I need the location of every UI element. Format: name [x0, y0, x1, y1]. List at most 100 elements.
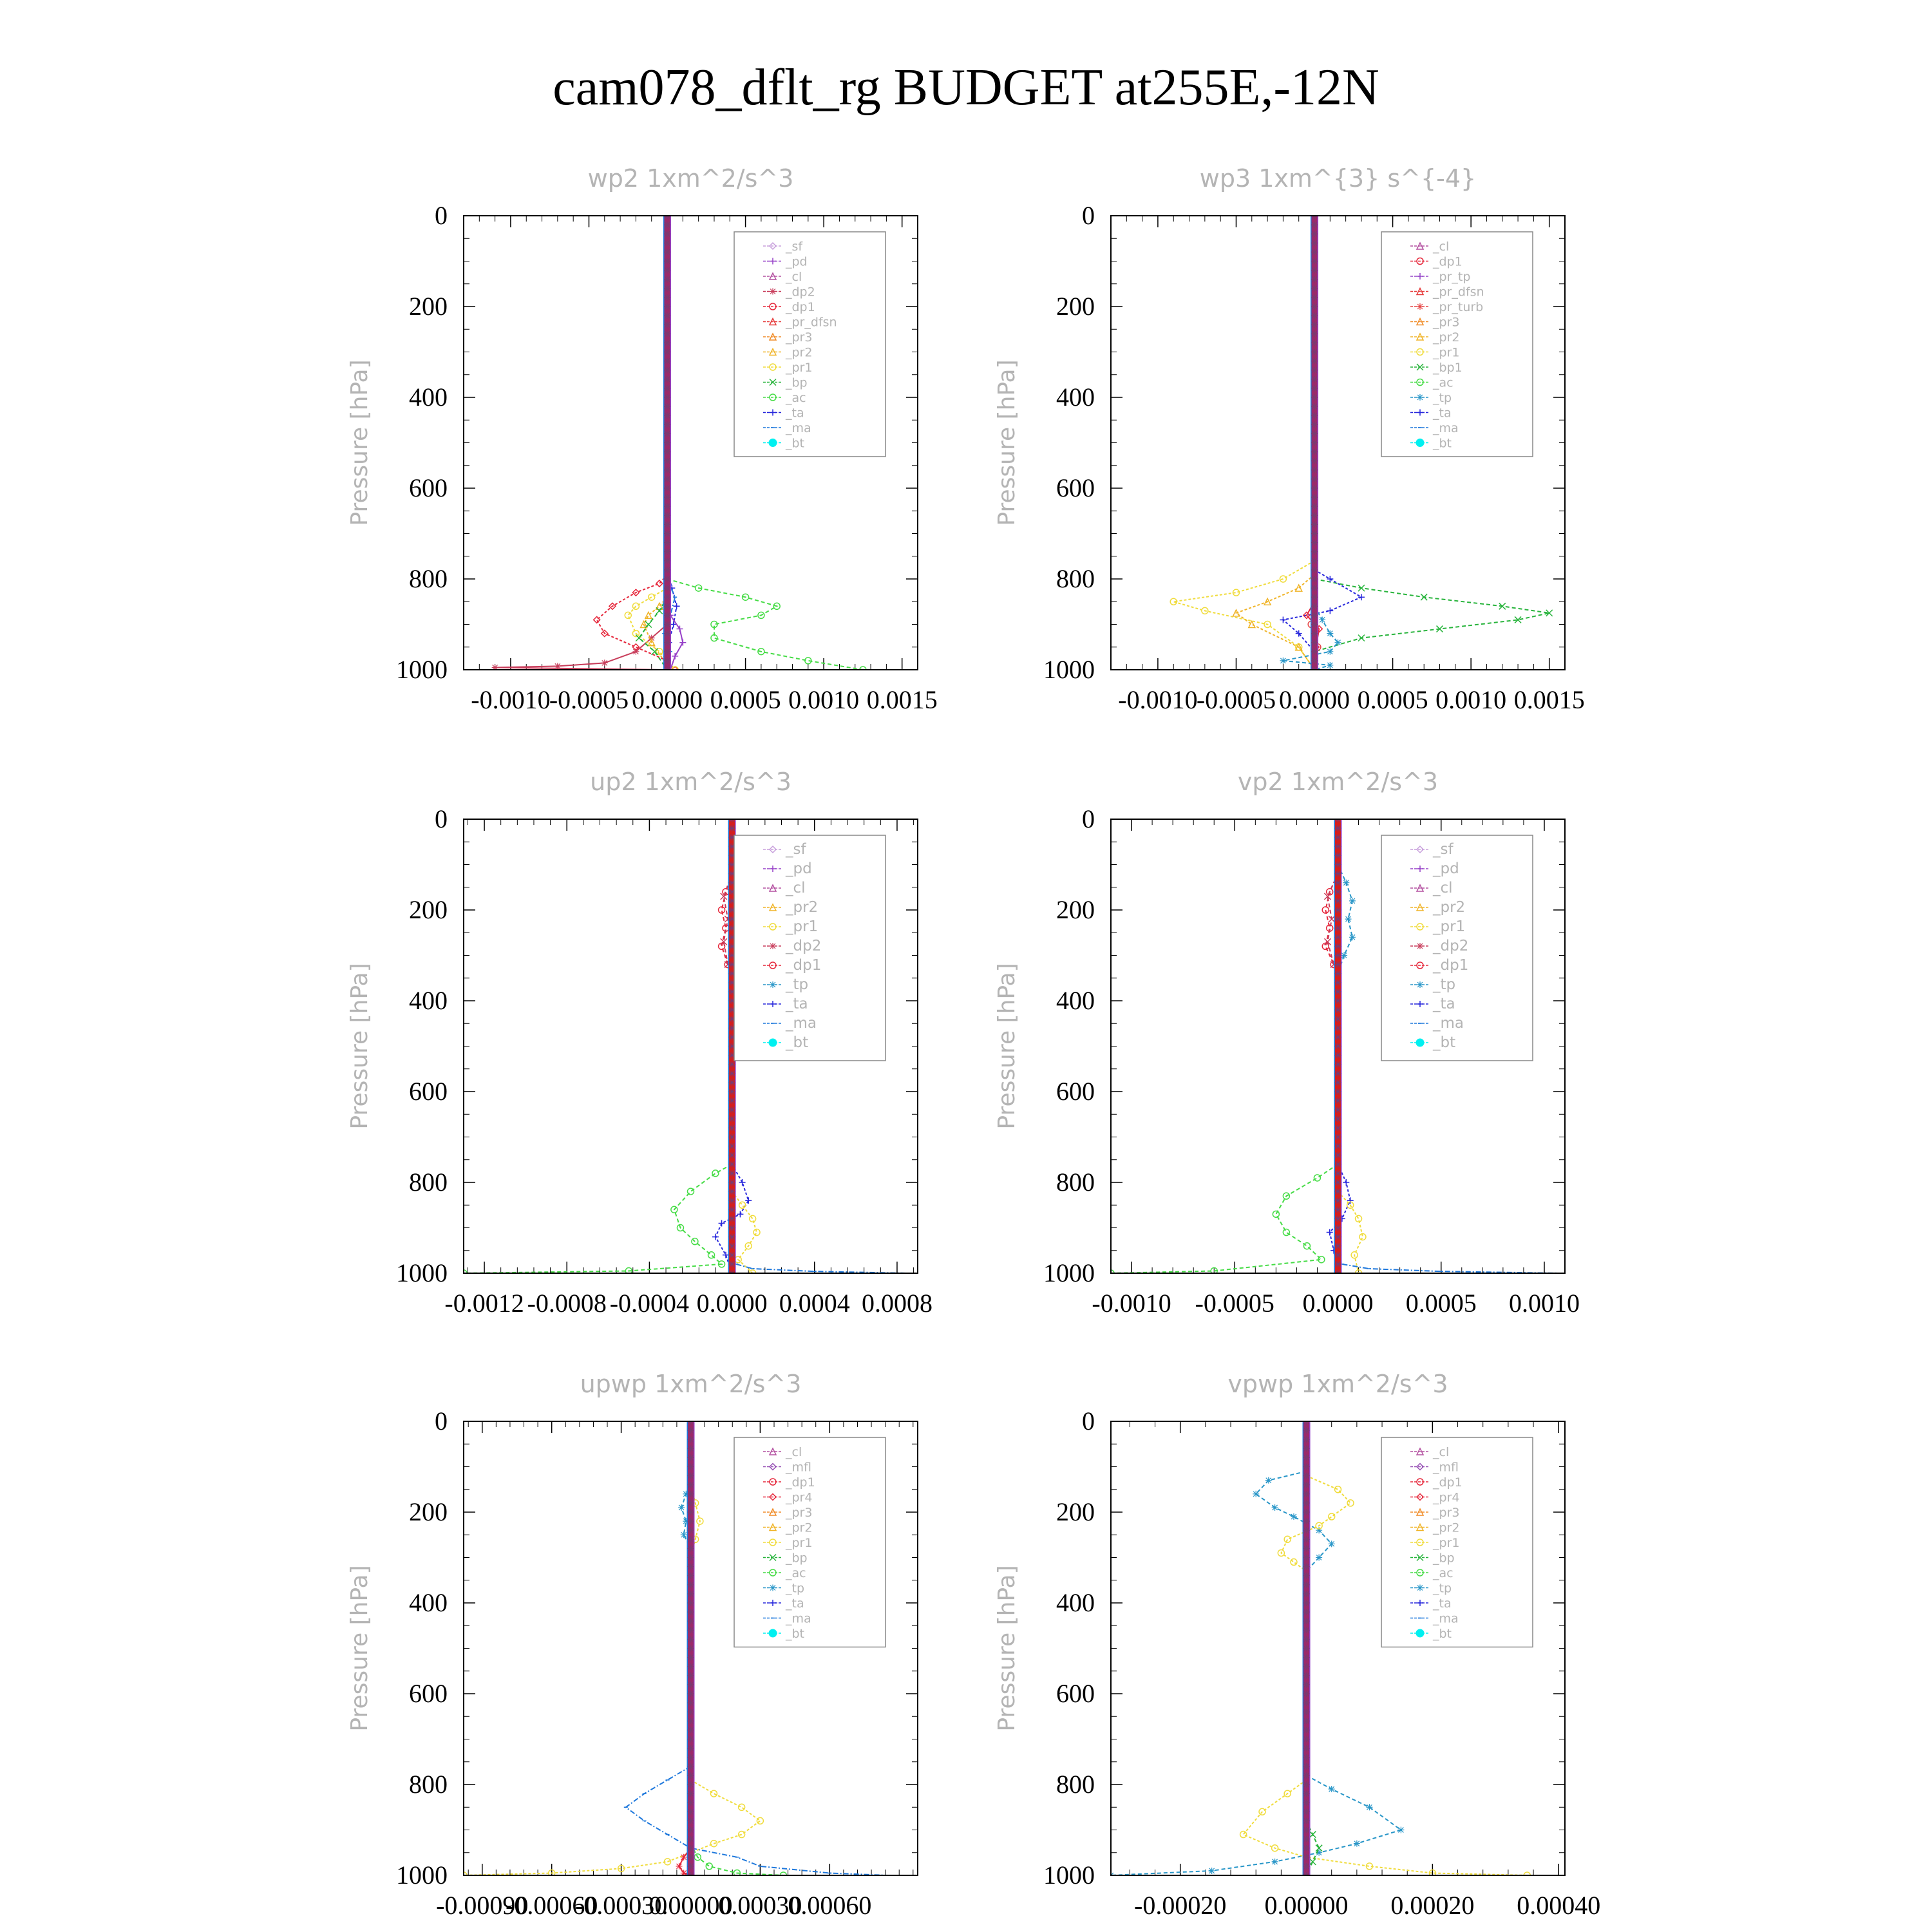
series-point	[717, 906, 726, 914]
series-point	[1232, 609, 1240, 617]
series-point	[1280, 616, 1287, 623]
legend-marker	[1416, 1522, 1425, 1531]
zero-stack-marker	[728, 907, 735, 913]
legend-box	[1381, 1437, 1533, 1648]
zero-stack-marker	[1334, 907, 1341, 913]
series-line-tp	[1255, 1470, 1333, 1572]
y-tick-label: 1000	[1043, 1258, 1095, 1287]
legend-label: _dp1	[1432, 1475, 1463, 1490]
ticks: 0 200 400 600 800 1000-0.0012 -0.0008 -0.0004 0.…	[396, 804, 933, 1318]
legend-marker	[1417, 273, 1423, 279]
zero-stack-marker	[664, 222, 671, 229]
x-tick-label: 0.0010	[788, 685, 859, 714]
series-point	[748, 1269, 757, 1273]
zero-stack-marker	[728, 852, 735, 859]
zero-stack-marker	[664, 521, 671, 528]
zero-stack-marker	[1334, 1016, 1341, 1023]
zero-stack-marker	[1311, 521, 1318, 528]
legend-label: _pr1	[1432, 346, 1459, 360]
zero-stack-marker	[728, 1151, 735, 1159]
x-tick-label: 0.00030	[718, 1891, 802, 1920]
zero-stack-marker	[664, 494, 671, 501]
series-point	[1272, 1210, 1280, 1218]
zero-stack-marker	[1334, 870, 1341, 877]
series-point	[1295, 630, 1302, 637]
series-point	[1347, 1499, 1354, 1507]
series-point	[1282, 1192, 1291, 1200]
legend-label: _ma	[785, 421, 811, 435]
legend-box	[734, 835, 886, 1061]
zero-stack-marker	[1311, 430, 1318, 437]
y-tick-label: 1000	[1043, 655, 1095, 684]
zero-stack-marker	[1311, 648, 1318, 655]
zero-stack-marker	[728, 925, 735, 932]
series-point	[738, 1201, 746, 1209]
series-point	[647, 638, 656, 647]
zero-stack-marker	[664, 603, 671, 610]
series-point	[655, 601, 664, 611]
legend-marker	[1417, 1584, 1423, 1591]
legend-label: _ta	[1432, 996, 1455, 1012]
series-point	[1523, 1871, 1531, 1875]
series-line-bp	[1305, 1820, 1320, 1875]
series-group	[1111, 1421, 1531, 1875]
zero-stack-marker	[1311, 494, 1318, 501]
series-point	[1327, 1513, 1336, 1520]
zero-stack-marker	[728, 1124, 735, 1132]
legend-marker	[1416, 884, 1425, 892]
legend: _cl_dp1_pr_tp_pr_dfsn_pr_turb _pr3_pr2_pr…	[1381, 231, 1533, 457]
panel-3: up2 1xm^2/s^3 Pressure [hPa] 0 200 400 600 800…	[346, 768, 933, 1318]
y-tick-label: 0	[1082, 1406, 1095, 1435]
legend-label: _bt	[1432, 1034, 1455, 1051]
zero-stack-marker	[728, 970, 735, 977]
legend-marker	[769, 923, 777, 931]
zero-stack-marker	[1311, 475, 1318, 482]
legend-marker	[768, 347, 777, 356]
series-group	[464, 1421, 890, 1875]
zero-stack-marker	[664, 530, 671, 537]
zero-stack-marker	[1303, 1554, 1310, 1561]
x-tick-label: -0.00020	[1134, 1891, 1226, 1920]
series-point	[1263, 597, 1272, 605]
zero-stack-marker	[687, 1636, 694, 1643]
zero-stack-marker	[1303, 1862, 1310, 1870]
series-point	[696, 1517, 704, 1525]
zero-stack-marker	[1303, 1481, 1310, 1488]
legend-marker	[1416, 1447, 1425, 1455]
legend-label: _pr4	[785, 1491, 812, 1505]
zero-stack-marker	[687, 1645, 694, 1652]
zero-stack-marker	[728, 861, 735, 868]
legend-marker	[768, 1038, 777, 1047]
series-point	[1546, 609, 1553, 617]
zero-stack-marker	[1311, 512, 1318, 519]
zero-stack-marker	[728, 1133, 735, 1141]
zero-stack-marker	[664, 294, 671, 301]
legend-marker	[1416, 348, 1424, 356]
legend-label: _pr2	[785, 899, 818, 916]
series-point	[1334, 639, 1341, 646]
series-point	[600, 629, 609, 638]
zero-stack-marker	[1311, 321, 1318, 328]
legend-marker	[1417, 303, 1423, 310]
series-point	[1358, 594, 1365, 601]
zero-stack-marker	[1311, 375, 1318, 383]
legend-marker	[768, 1463, 777, 1471]
series-point	[1435, 625, 1444, 633]
legend-label: _ac	[785, 391, 806, 405]
zero-stack-marker	[1334, 1124, 1341, 1132]
series-point	[670, 621, 677, 628]
zero-stack-marker	[1334, 879, 1341, 886]
series-point	[1283, 1535, 1291, 1544]
panel-title: upwp 1xm^2/s^3	[580, 1370, 802, 1398]
zero-stack-marker	[687, 1862, 694, 1870]
legend-marker	[1416, 1493, 1425, 1501]
series-point	[1323, 938, 1332, 945]
plot-frame	[463, 215, 918, 670]
zero-stack-marker	[1303, 1790, 1310, 1797]
legend-label: _dp1	[785, 1475, 815, 1490]
legend-label: _pr2	[1432, 330, 1459, 345]
series-line-tp2	[1111, 1775, 1403, 1875]
zero-stack-marker	[687, 1499, 694, 1506]
series-line-ac	[690, 1843, 784, 1875]
zero-stack-marker	[728, 1260, 735, 1267]
